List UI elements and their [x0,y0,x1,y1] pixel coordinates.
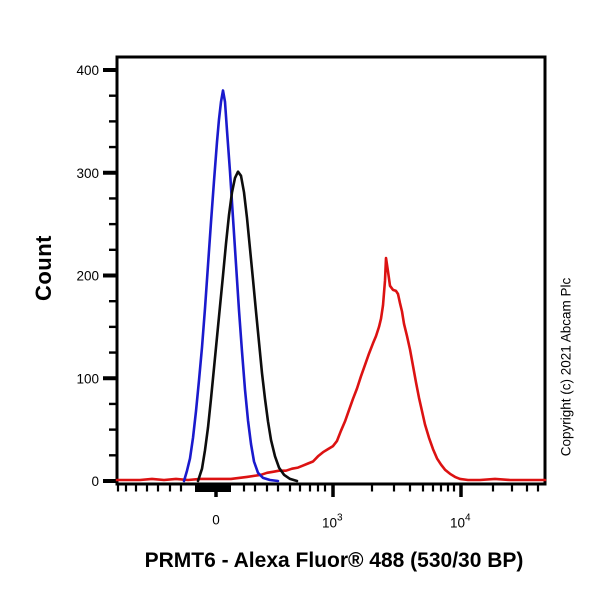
y-tick-label: 200 [76,269,99,284]
y-tick-label: 0 [91,474,99,489]
curve-control-blue [182,89,280,483]
curve-unlabelled-control-red [115,256,547,482]
x-tick-label: 0 [212,513,220,528]
chart-title: PRMT6 - Alexa Fluor® 488 (530/30 BP) [144,549,524,572]
y-tick-label: 100 [76,371,99,386]
x-tick-label: 103 [322,513,343,531]
x-tick-label: 104 [450,513,471,531]
y-axis-ticks: 0 100 200 300 400 [76,63,117,489]
x-tick-cluster [195,485,231,492]
y-tick-label: 300 [76,166,99,181]
x-axis-ticks: 0 103 104 [116,485,540,531]
copyright-notice: Copyright (c) 2021 Abcam Plc [558,277,574,457]
y-axis-title: Count [31,234,56,302]
plot-border [115,55,547,486]
curve-control-black [196,170,299,483]
y-tick-label: 400 [76,63,99,78]
